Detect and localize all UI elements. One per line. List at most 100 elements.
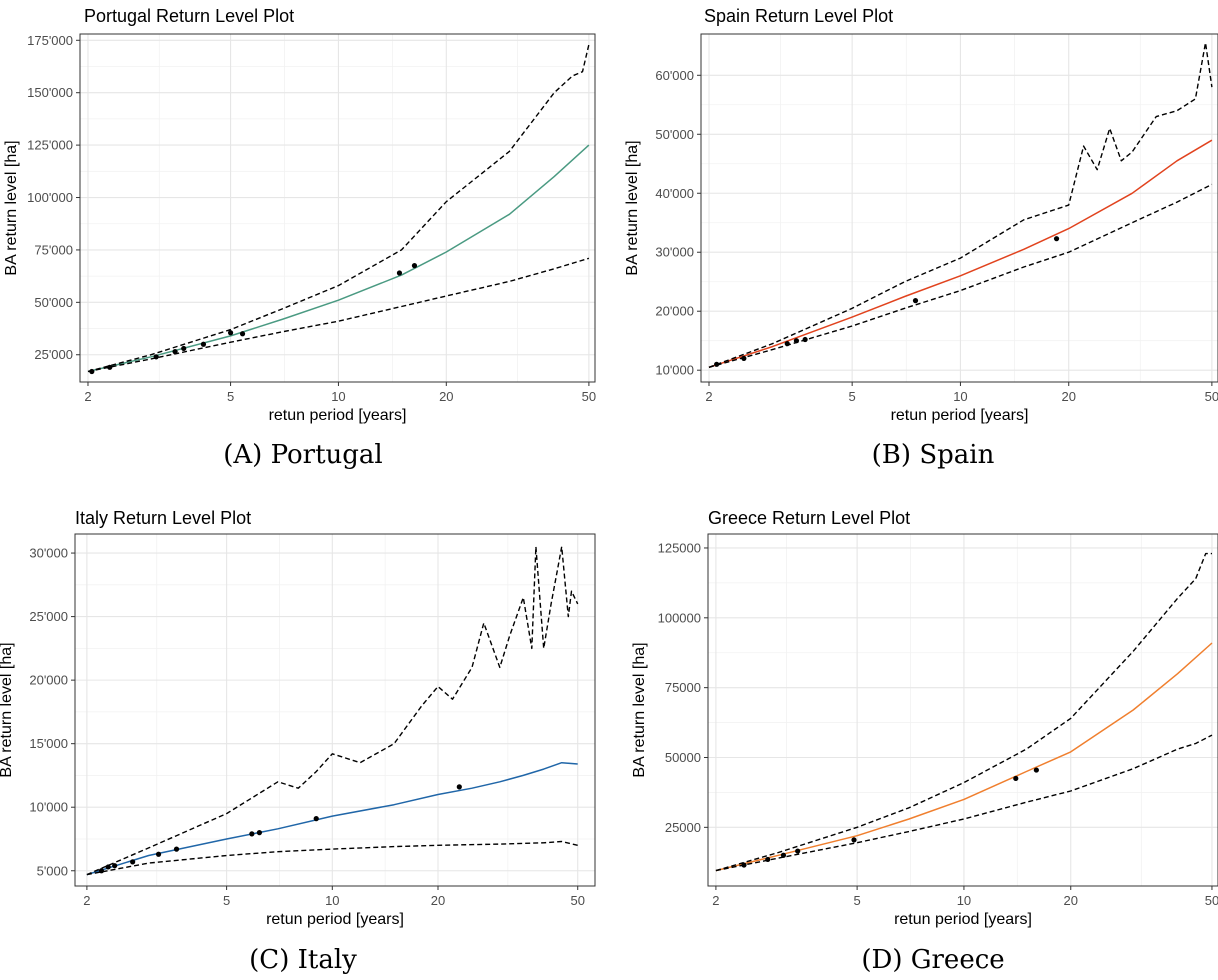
- y-tick-label: 60'000: [655, 68, 694, 83]
- data-point: [112, 863, 118, 869]
- y-tick-label: 50'000: [34, 295, 73, 310]
- data-point: [793, 338, 800, 344]
- x-tick-label: 10: [953, 389, 967, 404]
- chart-title: Portugal Return Level Plot: [84, 6, 295, 26]
- data-point: [1053, 236, 1060, 242]
- data-point: [227, 330, 234, 336]
- x-tick-label: 10: [957, 893, 971, 908]
- chart-title: Italy Return Level Plot: [75, 508, 252, 528]
- chart-italy: 5'000 10'000 15'000 20'000 25'000 30'000 2 5 10 2…: [0, 533, 596, 928]
- chart-greece: 25000 50000 75000 100000 125000 2 5 10 20 50 retun…: [631, 533, 1218, 928]
- chart-title: Spain Return Level Plot: [704, 6, 894, 26]
- data-point: [1033, 767, 1039, 773]
- y-axis-label: BA return level [ha]: [0, 642, 15, 777]
- ci-upper-line: [715, 552, 1212, 872]
- data-point: [172, 349, 178, 355]
- x-axis-label: retun period [years]: [269, 407, 407, 424]
- x-tick-label: 20: [1064, 893, 1078, 908]
- data-point: [396, 270, 403, 276]
- plot-border: [79, 33, 596, 383]
- data-point: [155, 851, 162, 857]
- fit-line: [87, 144, 590, 373]
- chart-portugal: 25'000 50'000 75'000 100'000 125'000 150'000 1…: [3, 33, 596, 424]
- y-tick-label: 100'000: [27, 190, 73, 205]
- data-point: [256, 830, 263, 836]
- data-point: [239, 331, 246, 337]
- x-tick-label: 50: [1205, 389, 1218, 404]
- data-point: [780, 852, 787, 858]
- ci-upper-line: [86, 546, 579, 876]
- data-point: [181, 345, 187, 352]
- y-tick-label: 30'000: [655, 245, 694, 260]
- chart-spain: 10'000 20'000 30'000 40'000 50'000 60'000 2 5 10…: [624, 33, 1218, 424]
- data-point: [456, 784, 462, 790]
- y-tick-label: 100000: [658, 610, 701, 625]
- data-point: [105, 864, 111, 870]
- y-tick-label: 10'000: [655, 363, 694, 378]
- x-tick-label: 20: [431, 893, 445, 908]
- caption-portugal: (A) Portugal: [223, 440, 383, 470]
- y-tick-label: 50000: [665, 750, 701, 765]
- plot-area: [80, 34, 595, 382]
- y-axis-label: BA return level [ha]: [631, 642, 648, 777]
- panel-spain: Spain Return Level Plot 10'000 20'000 30'0…: [609, 0, 1218, 490]
- data-point: [851, 837, 857, 843]
- x-tick-label: 5: [853, 893, 860, 908]
- plot-area: [701, 34, 1218, 382]
- x-tick-label: 50: [1205, 893, 1218, 908]
- data-point: [313, 816, 319, 822]
- data-point: [1013, 775, 1019, 782]
- data-point: [249, 831, 255, 837]
- x-tick-label: 50: [570, 893, 584, 908]
- data-point: [411, 263, 418, 269]
- x-axis-label: retun period [years]: [894, 911, 1032, 928]
- data-point: [741, 355, 747, 362]
- ci-lower-line: [86, 840, 578, 876]
- x-axis-label: retun period [years]: [891, 407, 1029, 424]
- panel-italy: Italy Return Level Plot 5'000 10'000 15'00…: [0, 490, 609, 980]
- x-tick-label: 50: [582, 389, 596, 404]
- y-tick-label: 50'000: [655, 127, 694, 142]
- data-point: [741, 862, 747, 868]
- y-tick-label: 15'000: [29, 736, 68, 751]
- x-tick-label: 10: [325, 893, 339, 908]
- data-point: [795, 848, 801, 854]
- data-point: [98, 868, 105, 874]
- data-point: [89, 368, 95, 375]
- data-point: [714, 361, 720, 367]
- y-tick-label: 25000: [665, 820, 701, 835]
- y-tick-label: 75000: [665, 680, 701, 695]
- y-tick-label: 125'000: [27, 138, 73, 153]
- y-tick-label: 20'000: [29, 673, 68, 688]
- y-tick-label: 125000: [658, 540, 701, 555]
- y-tick-label: 175'000: [27, 33, 73, 48]
- fit-line: [715, 642, 1213, 872]
- x-tick-label: 2: [83, 893, 90, 908]
- x-tick-label: 2: [84, 389, 91, 404]
- y-tick-label: 10'000: [29, 800, 68, 815]
- data-point: [912, 298, 919, 304]
- caption-italy: (C) Italy: [249, 945, 357, 975]
- plot-border: [74, 533, 596, 887]
- ci-lower-line: [715, 734, 1213, 872]
- data-point: [107, 364, 113, 370]
- y-tick-label: 25'000: [29, 609, 68, 624]
- y-tick-label: 25'000: [34, 347, 73, 362]
- data-point: [200, 341, 207, 347]
- chart-title: Greece Return Level Plot: [708, 508, 911, 528]
- data-point: [130, 859, 136, 865]
- panel-portugal: Portugal Return Level Plot 25'000 50'000 7…: [0, 0, 609, 490]
- x-tick-label: 2: [712, 893, 719, 908]
- fit-line: [86, 761, 578, 876]
- plot-border: [700, 33, 1218, 383]
- y-axis-label: BA return level [ha]: [3, 140, 20, 275]
- y-tick-label: 30'000: [29, 546, 68, 561]
- x-tick-label: 20: [1061, 389, 1075, 404]
- fit-line: [708, 139, 1213, 369]
- y-tick-label: 20'000: [655, 304, 694, 319]
- data-point: [765, 856, 771, 863]
- ci-lower-line: [708, 183, 1213, 368]
- x-tick-label: 5: [849, 389, 856, 404]
- y-tick-label: 75'000: [34, 242, 73, 257]
- x-tick-label: 2: [705, 389, 712, 404]
